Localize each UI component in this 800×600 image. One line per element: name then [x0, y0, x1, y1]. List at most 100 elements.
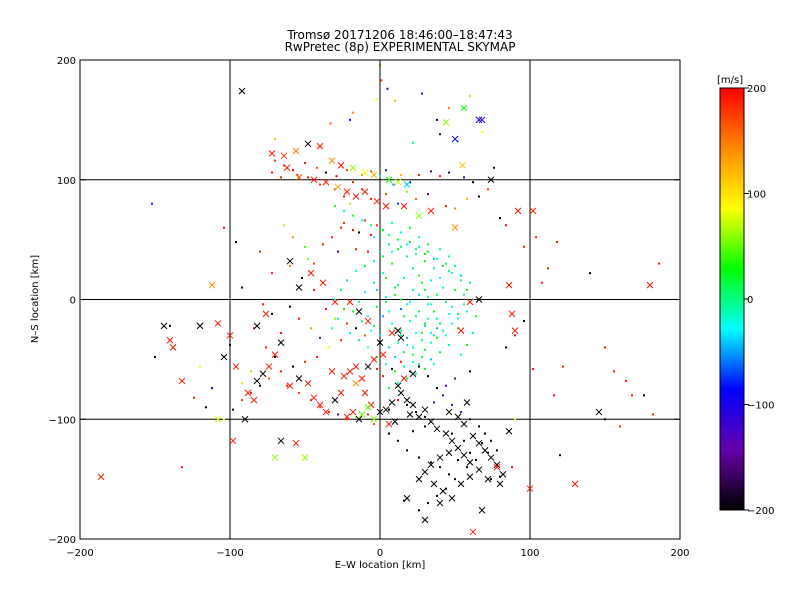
dot-marker [274, 138, 276, 141]
dot-marker [415, 372, 417, 375]
cross-marker [475, 466, 483, 473]
y-tick-label: 200 [57, 56, 76, 67]
dot-marker [535, 236, 537, 239]
dot-marker [328, 346, 330, 349]
dot-marker [406, 336, 408, 339]
cross-marker [436, 454, 444, 461]
dot-marker [241, 399, 243, 402]
cross-marker [295, 375, 303, 382]
dot-marker [427, 375, 429, 378]
dot-marker [235, 241, 237, 244]
dot-marker [358, 231, 360, 234]
cross-marker [415, 475, 423, 483]
cross-marker [370, 356, 378, 363]
cross-marker [454, 444, 462, 452]
dot-marker [400, 173, 402, 176]
cross-marker [358, 411, 366, 418]
dot-marker [430, 341, 432, 344]
dot-marker [451, 432, 453, 435]
x-tick-label: −100 [216, 548, 243, 559]
dot-marker [388, 233, 390, 236]
colorbar-tick-label: 0 [747, 295, 753, 306]
dot-marker [406, 344, 408, 347]
dot-marker [319, 336, 321, 339]
cross-marker [373, 197, 381, 205]
dot-marker [340, 339, 342, 342]
dot-marker [412, 360, 414, 363]
cross-marker [463, 399, 471, 406]
dot-marker [436, 257, 438, 260]
dot-marker [451, 272, 453, 275]
dot-marker [289, 305, 291, 308]
chart-title: Tromsø 20171206 18:46:00–18:47:43 [287, 28, 513, 42]
cross-marker [361, 188, 369, 196]
dot-marker [355, 248, 357, 251]
dot-marker [652, 413, 654, 416]
dot-marker [490, 478, 492, 481]
dot-marker [364, 334, 366, 337]
cross-marker [385, 420, 393, 428]
dot-marker [373, 260, 375, 263]
dot-marker [454, 377, 456, 380]
dot-marker [625, 379, 627, 382]
dot-marker [448, 473, 450, 476]
cross-marker [460, 104, 468, 112]
y-tick-label: 0 [70, 296, 76, 307]
dot-marker [355, 269, 357, 272]
cross-marker [646, 281, 654, 289]
cross-marker [331, 396, 339, 404]
data-points [97, 63, 660, 536]
dot-marker [406, 190, 408, 193]
dot-marker [364, 264, 366, 267]
dot-marker [460, 279, 462, 282]
dot-marker [436, 336, 438, 339]
dot-marker [358, 339, 360, 342]
dot-marker [181, 466, 183, 469]
cross-marker [526, 485, 534, 493]
dot-marker [343, 195, 345, 198]
cross-marker [481, 447, 489, 454]
dot-marker [382, 315, 384, 318]
cross-marker [277, 339, 285, 346]
dot-marker [430, 461, 432, 464]
dot-marker [559, 454, 561, 457]
dot-marker [424, 322, 426, 325]
colorbar-tick-label: 100 [747, 190, 766, 201]
cross-marker [475, 116, 483, 124]
dot-marker [484, 432, 486, 435]
dot-marker [589, 272, 591, 275]
cross-marker [382, 406, 390, 414]
cross-marker [448, 437, 456, 445]
cross-marker [442, 430, 450, 437]
dot-marker [433, 267, 435, 270]
dot-marker [394, 286, 396, 289]
dot-marker [451, 322, 453, 325]
dot-marker [466, 466, 468, 469]
dot-marker [274, 355, 276, 358]
cross-marker [364, 317, 372, 325]
dot-marker [619, 425, 621, 428]
dot-marker [335, 175, 338, 178]
cross-marker [271, 454, 279, 461]
dot-marker [337, 250, 339, 253]
dot-marker [460, 411, 462, 414]
dot-marker [466, 197, 468, 200]
dot-marker [385, 193, 387, 196]
dot-marker [454, 207, 456, 210]
dot-marker [367, 346, 369, 349]
dot-marker [199, 365, 201, 368]
dot-marker [361, 320, 363, 323]
dot-marker [403, 315, 405, 318]
dot-marker [448, 312, 450, 315]
dot-marker [343, 209, 345, 212]
cross-marker [469, 528, 477, 536]
dot-marker [439, 133, 441, 136]
dot-marker [397, 284, 399, 287]
dot-marker [250, 391, 252, 394]
cross-marker [505, 427, 513, 435]
dot-marker [364, 291, 366, 294]
dot-marker [406, 403, 408, 406]
cross-marker [409, 401, 417, 409]
dot-marker [343, 221, 345, 224]
dot-marker [442, 286, 444, 289]
